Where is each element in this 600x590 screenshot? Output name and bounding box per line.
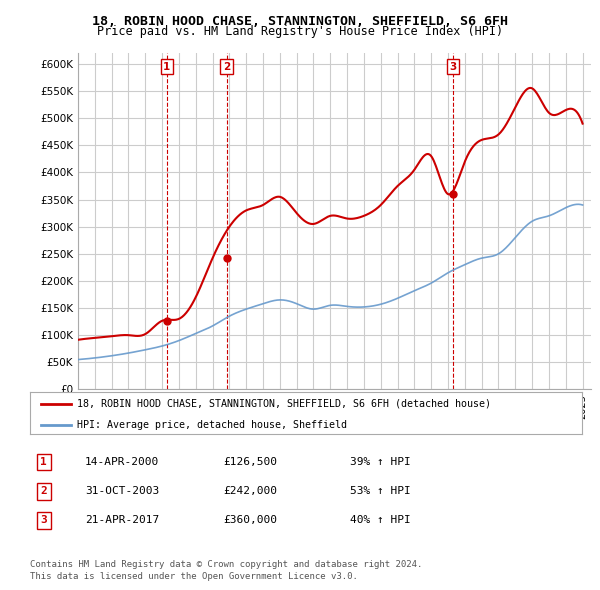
Text: This data is licensed under the Open Government Licence v3.0.: This data is licensed under the Open Gov… bbox=[30, 572, 358, 581]
Text: 18, ROBIN HOOD CHASE, STANNINGTON, SHEFFIELD, S6 6FH (detached house): 18, ROBIN HOOD CHASE, STANNINGTON, SHEFF… bbox=[77, 399, 491, 409]
Text: 1: 1 bbox=[40, 457, 47, 467]
Text: 3: 3 bbox=[449, 61, 457, 71]
Text: 3: 3 bbox=[40, 516, 47, 526]
Text: 40% ↑ HPI: 40% ↑ HPI bbox=[350, 516, 411, 526]
Text: 18, ROBIN HOOD CHASE, STANNINGTON, SHEFFIELD, S6 6FH: 18, ROBIN HOOD CHASE, STANNINGTON, SHEFF… bbox=[92, 15, 508, 28]
Text: HPI: Average price, detached house, Sheffield: HPI: Average price, detached house, Shef… bbox=[77, 419, 347, 430]
Text: £242,000: £242,000 bbox=[223, 486, 277, 496]
Text: 53% ↑ HPI: 53% ↑ HPI bbox=[350, 486, 411, 496]
Text: 1: 1 bbox=[163, 61, 170, 71]
Text: 39% ↑ HPI: 39% ↑ HPI bbox=[350, 457, 411, 467]
Text: Contains HM Land Registry data © Crown copyright and database right 2024.: Contains HM Land Registry data © Crown c… bbox=[30, 560, 422, 569]
Text: 2: 2 bbox=[223, 61, 230, 71]
Text: £126,500: £126,500 bbox=[223, 457, 277, 467]
Text: 14-APR-2000: 14-APR-2000 bbox=[85, 457, 160, 467]
Text: 31-OCT-2003: 31-OCT-2003 bbox=[85, 486, 160, 496]
Text: Price paid vs. HM Land Registry's House Price Index (HPI): Price paid vs. HM Land Registry's House … bbox=[97, 25, 503, 38]
Text: 2: 2 bbox=[40, 486, 47, 496]
Text: £360,000: £360,000 bbox=[223, 516, 277, 526]
Text: 21-APR-2017: 21-APR-2017 bbox=[85, 516, 160, 526]
